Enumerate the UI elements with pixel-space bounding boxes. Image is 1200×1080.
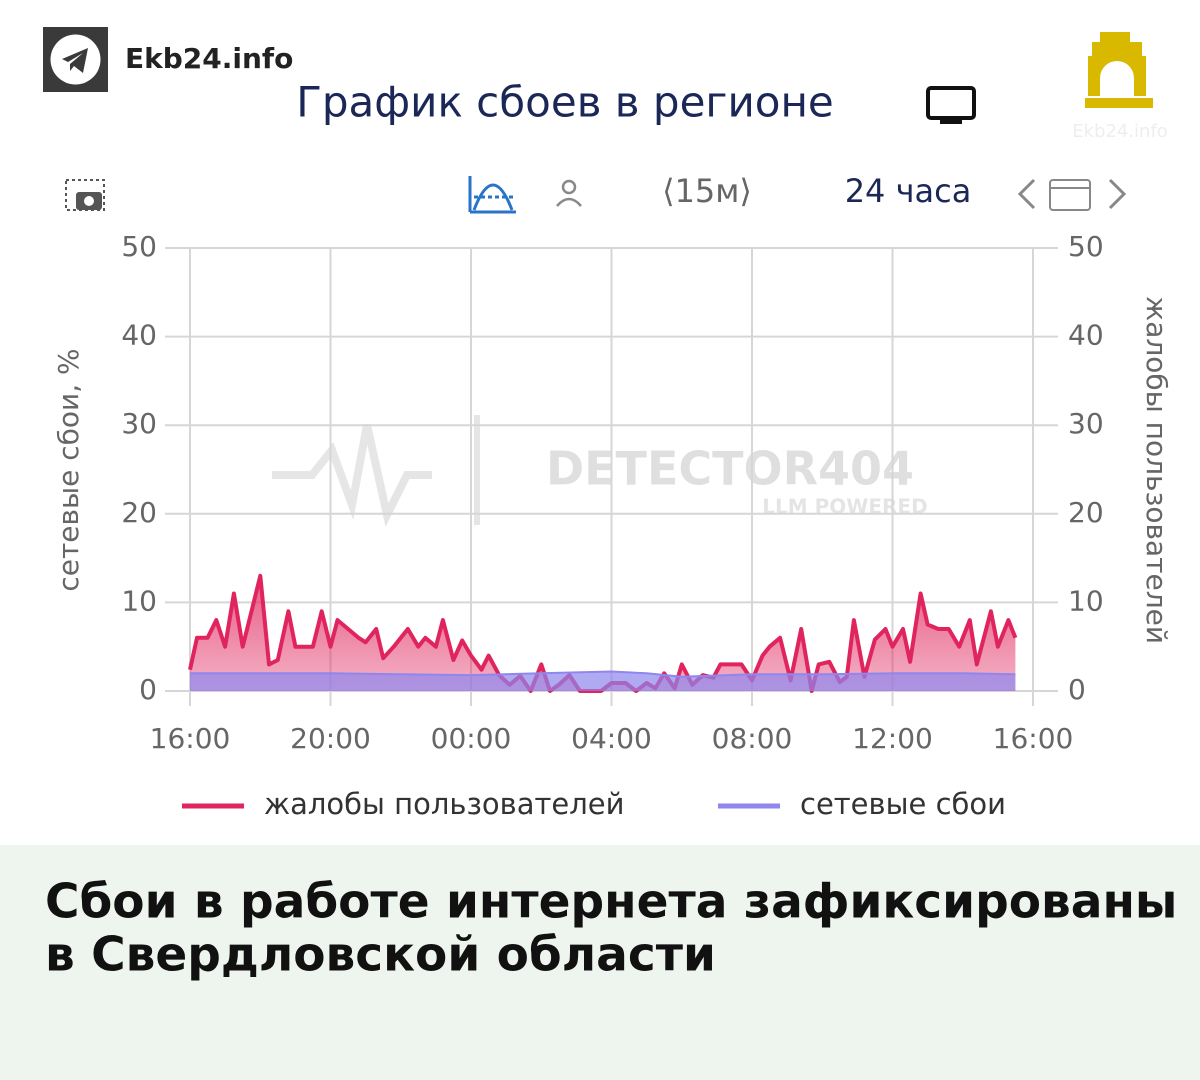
calendar-nav[interactable] <box>1017 178 1127 211</box>
headline-line: в Свердловской области <box>45 928 716 983</box>
plot: 0 10 20 30 40 50 0 10 20 30 40 50 16:00 20:00 00:00 04:… <box>121 230 1103 821</box>
brand: Ekb24.info <box>125 42 293 75</box>
telegram-icon <box>43 27 108 92</box>
series-area <box>190 575 1016 691</box>
legend-label: жалобы пользователей <box>264 787 625 821</box>
y-tick-label: 10 <box>121 584 157 617</box>
y-tick-label: 40 <box>121 319 157 352</box>
camera-icon[interactable] <box>65 179 105 211</box>
y2-tick-label: 20 <box>1068 496 1104 529</box>
y-tick-label: 20 <box>121 496 157 529</box>
chart-title: График сбоев в регионе <box>296 78 834 127</box>
y2-tick-label: 50 <box>1068 230 1104 263</box>
user-icon[interactable] <box>556 179 582 207</box>
series-area <box>190 671 1016 691</box>
interval-button[interactable]: ⟨15м⟩ <box>662 172 752 210</box>
y-tick-label: 50 <box>121 230 157 263</box>
y2-axis-label: жалобы пользователей <box>1140 296 1173 644</box>
headline-line: Сбои в работе интернета зафиксированы <box>45 875 1177 930</box>
logo-caption: Ekb24.info <box>1072 121 1168 142</box>
x-tick-label: 04:00 <box>571 722 652 755</box>
y2-tick-label: 40 <box>1068 319 1104 352</box>
y-axis-label: сетевые сбои, % <box>52 348 85 591</box>
headline-panel <box>0 845 1200 1080</box>
y2-tick-label: 10 <box>1068 584 1104 617</box>
x-tick-label: 12:00 <box>852 722 933 755</box>
y-tick-label: 30 <box>121 407 157 440</box>
chart-mode-icon[interactable] <box>468 176 516 214</box>
watermark <box>272 415 480 527</box>
monitor-icon <box>926 86 976 124</box>
watermark-subtitle: LLM POWERED <box>762 495 927 519</box>
y2-tick-label: 30 <box>1068 407 1104 440</box>
x-tick-label: 16:00 <box>150 722 231 755</box>
watermark-title: DETECTOR404 <box>546 442 914 496</box>
x-tick-label: 08:00 <box>712 722 793 755</box>
period-button[interactable]: 24 часа <box>845 172 972 210</box>
y-tick-label: 0 <box>139 673 157 706</box>
x-tick-label: 16:00 <box>993 722 1074 755</box>
legend-label: сетевые сбои <box>800 787 1006 821</box>
series-line <box>190 670 1016 678</box>
logo <box>1085 32 1153 108</box>
x-tick-label: 00:00 <box>431 722 512 755</box>
x-tick-label: 20:00 <box>290 722 371 755</box>
y2-tick-label: 0 <box>1068 673 1086 706</box>
